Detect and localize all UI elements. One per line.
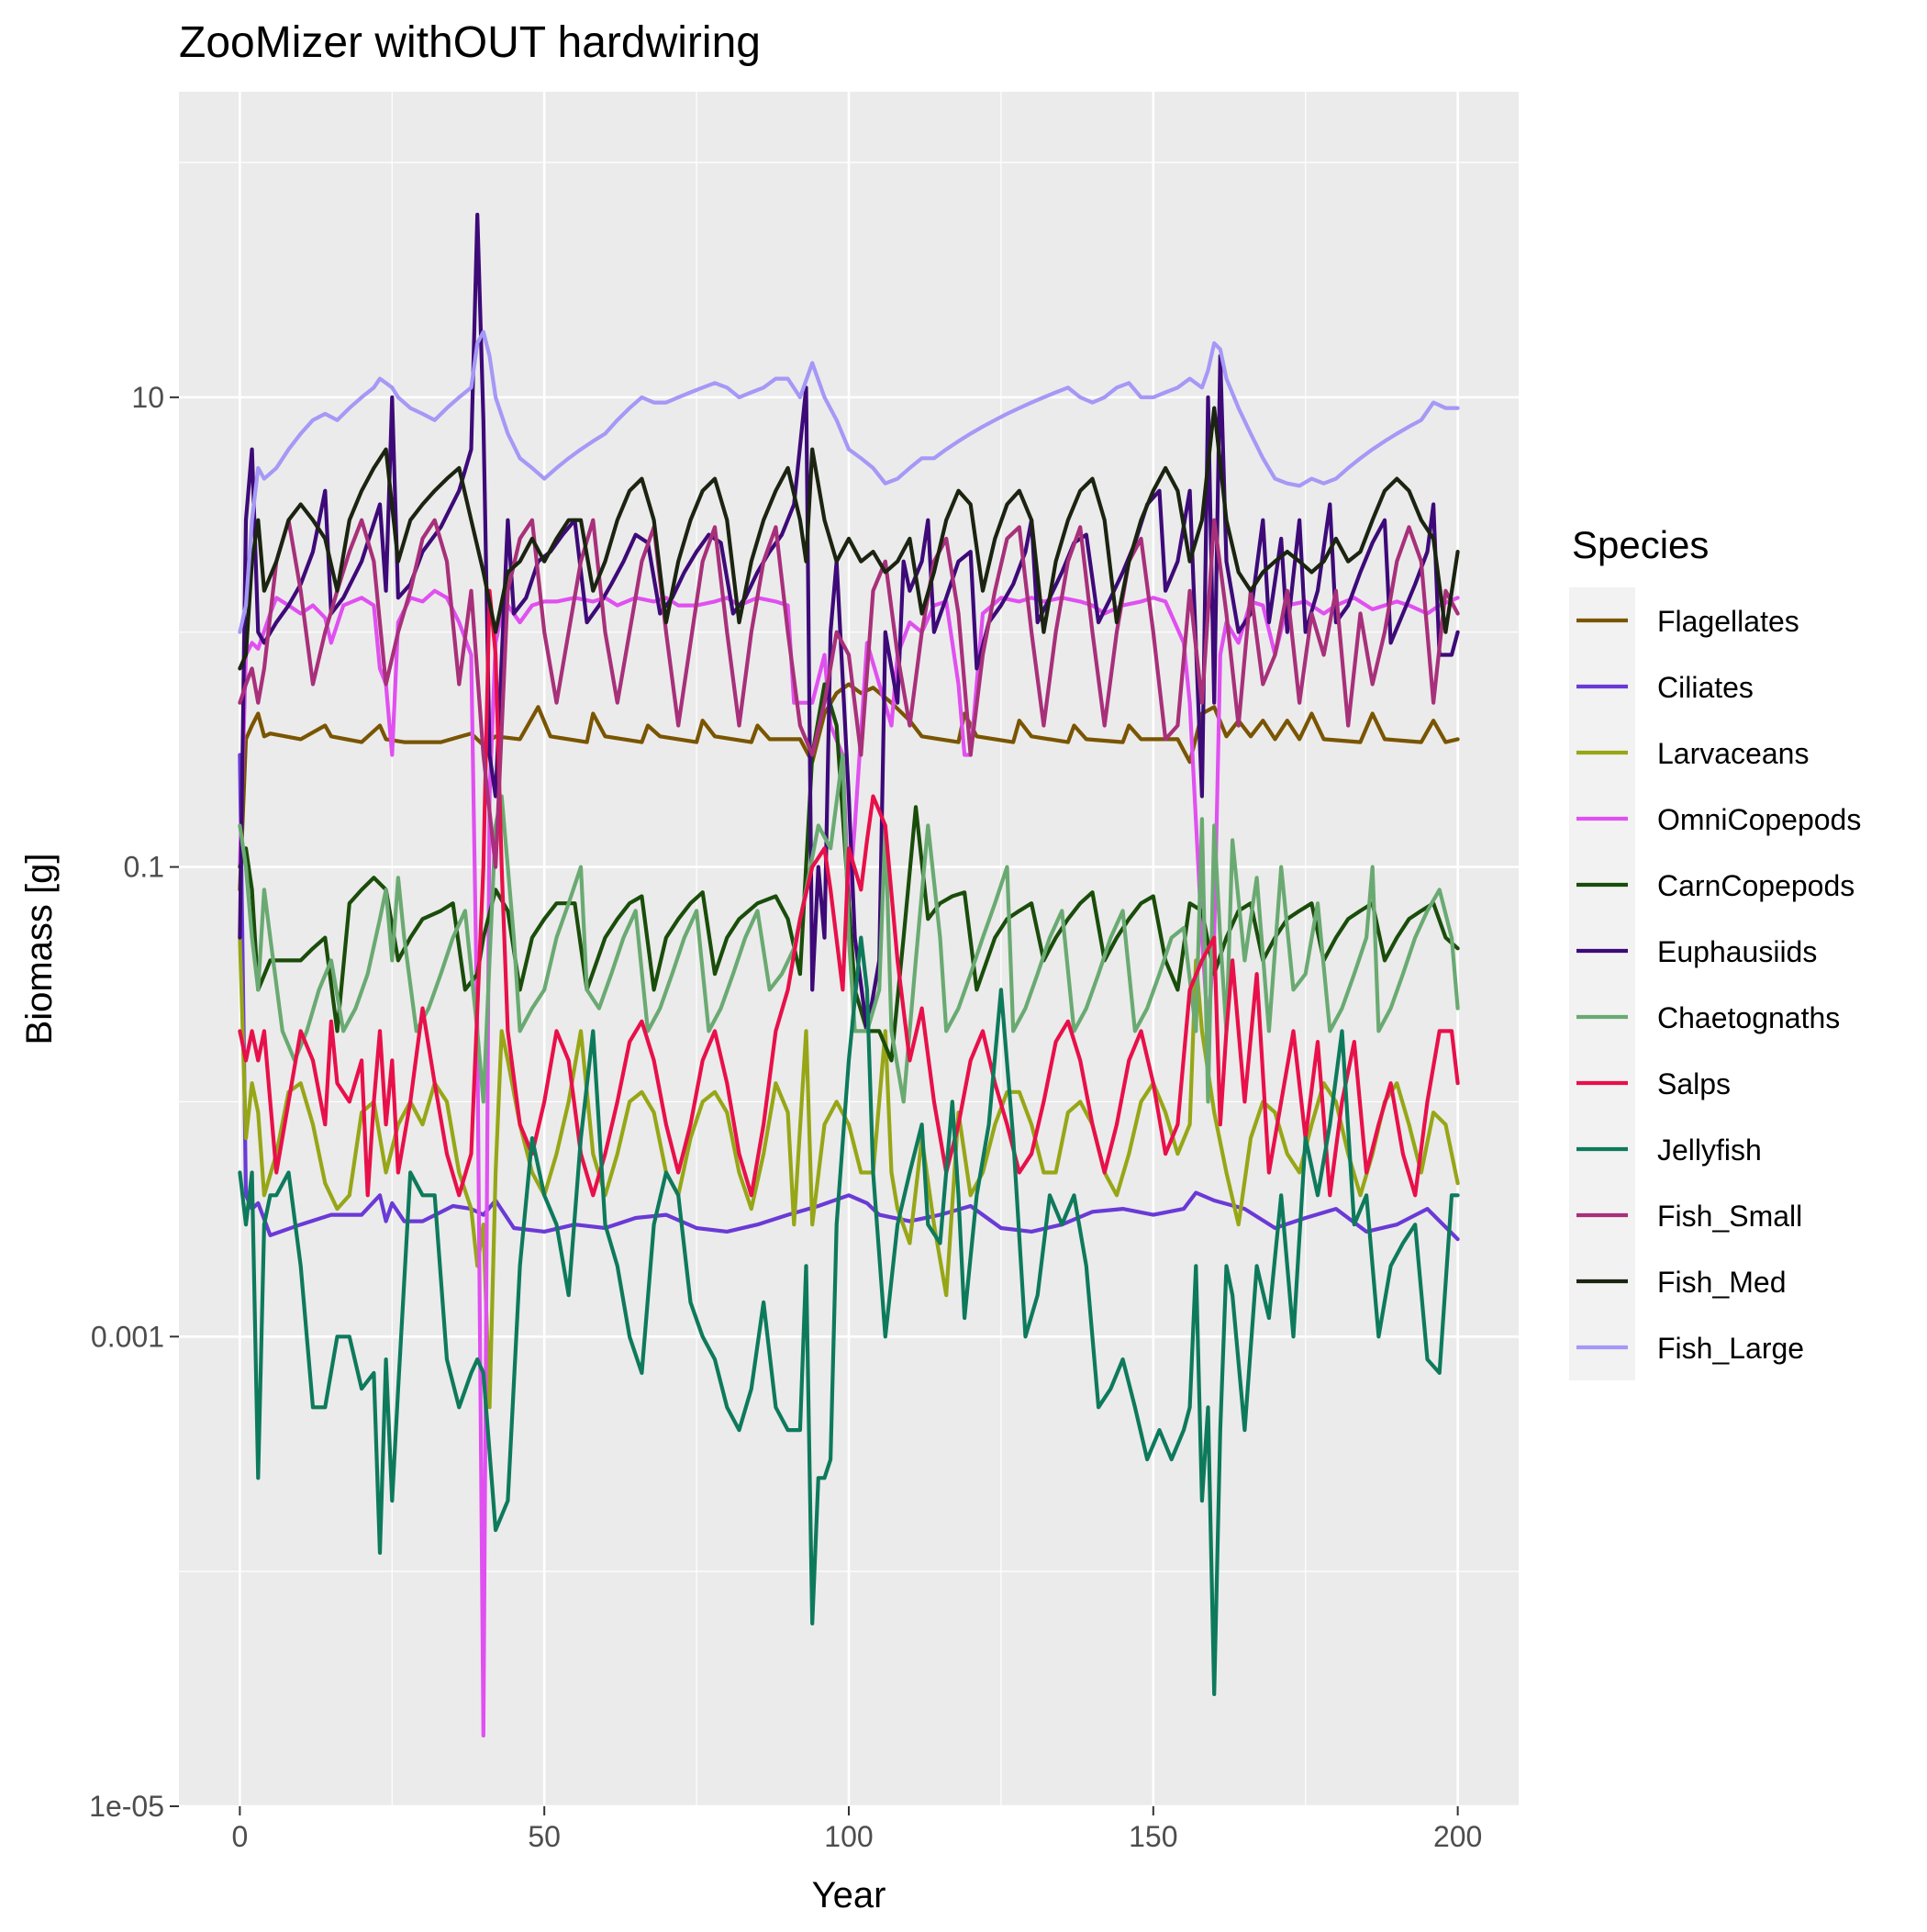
x-tick-label: 150 <box>1129 1820 1177 1853</box>
series-line-fish-large <box>238 329 1460 634</box>
legend-label: Larvaceans <box>1657 737 1809 770</box>
legend-label: Ciliates <box>1657 671 1754 704</box>
legend-label: Jellyfish <box>1657 1134 1762 1167</box>
series-line-carncopepods <box>238 682 1460 1063</box>
x-tick-label: 50 <box>528 1820 561 1853</box>
series-line-flagellates <box>238 682 1460 892</box>
y-tick-label: 0.1 <box>124 851 164 884</box>
series-line-jellyfish <box>238 935 1460 1696</box>
x-tick-label: 0 <box>231 1820 248 1853</box>
legend: Species Flagellates Ciliates Larvaceans Omn… <box>1569 523 1861 1380</box>
y-tick-label: 10 <box>131 381 164 414</box>
y-axis-title: Biomass [g] <box>19 854 60 1045</box>
series-line-fish-med <box>238 406 1460 671</box>
series-lines <box>238 212 1460 1738</box>
legend-label: Chaetognaths <box>1657 1001 1840 1034</box>
x-tick-label: 100 <box>824 1820 873 1853</box>
series-line-ciliates <box>238 753 1460 1242</box>
x-axis-title: Year <box>812 1875 886 1915</box>
legend-label: Fish_Med <box>1657 1266 1787 1299</box>
legend-label: Fish_Large <box>1657 1332 1804 1365</box>
axes: 0 50 100 150 200 1e-05 0.001 0.1 10 <box>89 381 1482 1853</box>
chart-title: ZooMizer withOUT hardwiring <box>179 18 761 67</box>
legend-label: Salps <box>1657 1067 1731 1100</box>
legend-label: OmniCopepods <box>1657 803 1861 836</box>
legend-label: CarnCopepods <box>1657 869 1855 902</box>
series-line-omnicopepods <box>238 588 1460 1738</box>
y-tick-label: 0.001 <box>91 1320 164 1353</box>
legend-label: Euphausiids <box>1657 935 1817 968</box>
x-tick-label: 200 <box>1433 1820 1482 1853</box>
legend-label: Fish_Small <box>1657 1200 1802 1233</box>
series-line-salps <box>238 588 1460 1198</box>
y-tick-label: 1e-05 <box>89 1790 164 1823</box>
legend-title: Species <box>1572 523 1709 566</box>
legend-label: Flagellates <box>1657 605 1799 638</box>
